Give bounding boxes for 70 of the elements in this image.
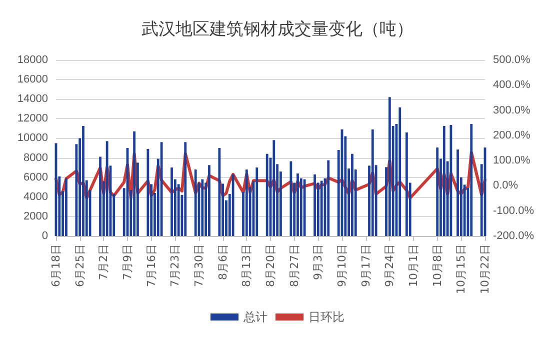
- bar: [470, 124, 473, 236]
- x-tick-label: 10月22日: [478, 244, 492, 294]
- x-tick-label: 8月13日: [240, 244, 254, 287]
- x-tick-label: 8月20日: [264, 244, 277, 287]
- x-tick-label: 6月18日: [50, 244, 62, 287]
- x-tick-label: 7月9日: [121, 244, 134, 280]
- x-tick-label: 7月2日: [97, 244, 110, 280]
- bar: [327, 160, 330, 236]
- bar: [170, 168, 173, 236]
- x-tick-label: 9月24日: [383, 244, 396, 287]
- bar: [436, 148, 439, 236]
- bar: [146, 148, 150, 236]
- bar: [351, 154, 354, 236]
- x-tick-label: 6月25日: [73, 244, 86, 287]
- bar: [314, 174, 316, 236]
- bar: [398, 107, 402, 236]
- bar: [245, 170, 248, 236]
- x-tick-label: 8月6日: [216, 244, 230, 280]
- x-tick-label: 10月15日: [454, 244, 468, 294]
- y2-tick-label: 100.0%: [493, 154, 531, 167]
- y-tick-label: 8000: [24, 152, 48, 164]
- x-tick-label: 7月16日: [144, 244, 158, 287]
- y-tick-label: 14000: [17, 93, 48, 106]
- bar: [405, 132, 408, 236]
- bar: [296, 173, 299, 236]
- bar: [256, 168, 258, 236]
- bar: [184, 142, 187, 236]
- bar: [201, 179, 204, 236]
- bar: [194, 170, 197, 236]
- y2-tick-label: -200.0%: [493, 230, 534, 242]
- y2-tick-label: 200.0%: [493, 129, 531, 142]
- x-tick-label: 8月27日: [288, 244, 301, 287]
- bar: [82, 126, 84, 236]
- y2-tick-label: 0.0%: [493, 180, 518, 192]
- bar: [208, 165, 210, 236]
- y2-tick-label: 300.0%: [493, 104, 531, 116]
- bar: [388, 97, 391, 236]
- y-tick-label: 6000: [24, 171, 48, 184]
- x-tick-label: 10月8日: [430, 244, 444, 287]
- bar: [99, 156, 102, 236]
- chart-title: 武汉地区建筑钢材成交量变化（吨）: [142, 20, 414, 40]
- y-tick-label: 2000: [24, 210, 48, 222]
- x-tick-label: 7月23日: [168, 244, 182, 287]
- y2-tick-label: 500.0%: [493, 54, 531, 66]
- x-tick-label: 10月1日: [407, 244, 420, 287]
- legend-label: 总计: [242, 310, 268, 324]
- x-tick-label: 7月30日: [192, 244, 206, 287]
- y-tick-label: 18000: [17, 54, 48, 66]
- y-tick-label: 0: [42, 230, 48, 242]
- bar: [456, 149, 459, 236]
- x-tick-label: 9月3日: [312, 244, 325, 280]
- bar: [218, 148, 221, 236]
- bar: [371, 129, 374, 236]
- y2-tick-label: -100.0%: [493, 204, 534, 217]
- legend-label: 日环比: [308, 310, 344, 324]
- y-tick-label: 10000: [17, 132, 48, 144]
- bar: [266, 154, 268, 236]
- x-tick-label: 9月10日: [336, 244, 348, 287]
- y-tick-label: 16000: [17, 74, 48, 86]
- y-tick-label: 12000: [17, 112, 48, 125]
- y2-tick-label: 400.0%: [493, 79, 531, 92]
- bar: [133, 131, 136, 236]
- bar: [320, 180, 323, 236]
- bar: [442, 126, 446, 236]
- x-tick-label: 9月17日: [359, 244, 372, 287]
- bar: [290, 161, 292, 236]
- bar: [106, 141, 108, 236]
- bar: [272, 140, 276, 236]
- y-tick-label: 4000: [24, 190, 48, 203]
- bar: [65, 178, 68, 236]
